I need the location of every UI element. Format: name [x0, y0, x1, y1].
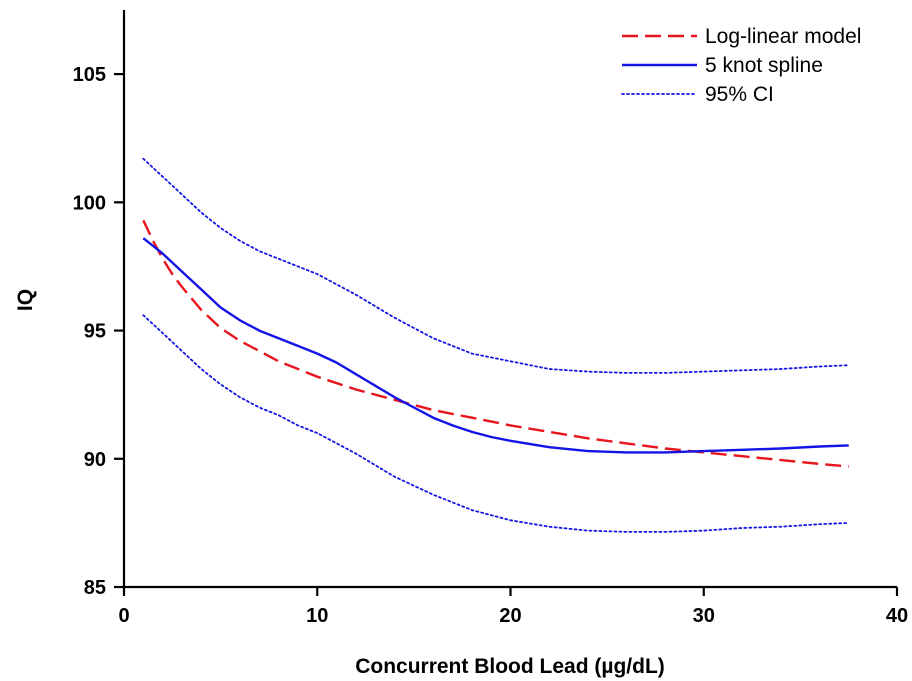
x-tick-label: 0 [118, 605, 129, 627]
x-axis-title: Concurrent Blood Lead (µg/dL) [355, 655, 665, 678]
chart-axes: 0 10 20 30 40 85 90 95 100 105 [73, 10, 908, 627]
x-tick-label: 20 [499, 605, 521, 627]
series-line-ci-3 [142, 314, 850, 533]
chart-legend: Log-linear model 5 knot spline 95% CI [621, 25, 861, 106]
x-tick-label: 30 [693, 605, 715, 627]
series-line-solid [142, 237, 849, 454]
y-tick-label: 95 [84, 321, 106, 343]
legend-label: 95% CI [705, 83, 774, 106]
y-axis-title: IQ [14, 289, 37, 311]
x-tick-label: 10 [306, 605, 328, 627]
x-tick-label: 40 [886, 605, 908, 627]
legend-label: Log-linear model [705, 25, 861, 48]
chart-series [142, 157, 850, 533]
legend-label: 5 knot spline [705, 54, 823, 77]
y-tick-label: 105 [73, 64, 106, 86]
y-tick-label: 100 [73, 192, 106, 214]
y-tick-label: 90 [84, 449, 106, 471]
y-tick-label: 85 [84, 577, 106, 599]
series-line-ci-2 [142, 157, 850, 374]
series-line-dashed [142, 219, 849, 468]
